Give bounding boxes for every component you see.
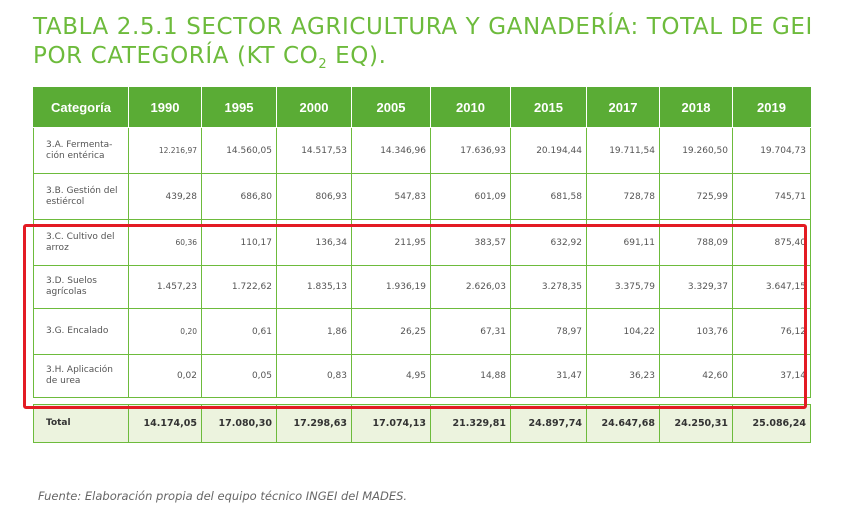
- table-cell: 547,83: [351, 173, 431, 220]
- data-table-container: Categoría 1990 1995 2000 2005 2010 2015 …: [33, 87, 811, 443]
- table-cell: 1.457,23: [128, 265, 202, 309]
- table-cell: 439,28: [128, 173, 202, 220]
- table-cell: 686,80: [201, 173, 277, 220]
- table-title: TABLA 2.5.1 SECTOR AGRICULTURA Y GANADER…: [33, 13, 833, 79]
- table-title-suffix: EQ).: [327, 43, 387, 69]
- header-row: Categoría 1990 1995 2000 2005 2010 2015 …: [33, 87, 811, 128]
- total-cell: 24.250,31: [659, 404, 733, 443]
- table-cell: 0,83: [276, 354, 352, 398]
- table-cell: 12.216,97: [128, 127, 202, 174]
- table-cell: 19.704,73: [732, 127, 811, 174]
- total-cell: 24.897,74: [510, 404, 587, 443]
- table-cell: 76,12: [732, 308, 811, 355]
- table-cell: 0,05: [201, 354, 277, 398]
- source-note: Fuente: Elaboración propia del equipo té…: [38, 489, 408, 503]
- header-cell: 1995: [201, 87, 277, 128]
- table-row: 3.D. Suelos agrícolas 1.457,23 1.722,62 …: [33, 265, 811, 309]
- total-row: Total 14.174,05 17.080,30 17.298,63 17.0…: [33, 404, 811, 443]
- table-cell: 14.560,05: [201, 127, 277, 174]
- table-cell: 31,47: [510, 354, 587, 398]
- total-cell: 24.647,68: [586, 404, 660, 443]
- header-cell: 2018: [659, 87, 733, 128]
- table-cell: 806,93: [276, 173, 352, 220]
- table-cell: 17.636,93: [430, 127, 511, 174]
- table-row: 3.G. Encalado 0,20 0,61 1,86 26,25 67,31…: [33, 308, 811, 355]
- total-cell: 17.298,63: [276, 404, 352, 443]
- total-cell: 17.074,13: [351, 404, 431, 443]
- table-row: 3.H. Aplicación de urea 0,02 0,05 0,83 4…: [33, 354, 811, 398]
- header-cell: 2000: [276, 87, 352, 128]
- table-cell: 20.194,44: [510, 127, 587, 174]
- table-cell: 4,95: [351, 354, 431, 398]
- total-cell: 14.174,05: [128, 404, 202, 443]
- row-label: 3.D. Suelos agrícolas: [33, 265, 129, 309]
- row-label: 3.B. Gestión del estiércol: [33, 173, 129, 220]
- table-cell: 0,20: [128, 308, 202, 355]
- total-label: Total: [33, 404, 129, 443]
- table-cell: 728,78: [586, 173, 660, 220]
- table-cell: 14.517,53: [276, 127, 352, 174]
- table-title-subscript: 2: [318, 57, 328, 72]
- table-cell: 0,61: [201, 308, 277, 355]
- table-cell: 2.626,03: [430, 265, 511, 309]
- table-title-main: TABLA 2.5.1 SECTOR AGRICULTURA Y GANADER…: [33, 14, 813, 69]
- header-cell: 2015: [510, 87, 587, 128]
- emissions-table: Categoría 1990 1995 2000 2005 2010 2015 …: [33, 87, 811, 443]
- table-row: 3.A. Fermenta-ción entérica 12.216,97 14…: [33, 127, 811, 174]
- table-cell: 725,99: [659, 173, 733, 220]
- header-cell: 2010: [430, 87, 511, 128]
- table-cell: 19.260,50: [659, 127, 733, 174]
- total-cell: 21.329,81: [430, 404, 511, 443]
- table-cell: 601,09: [430, 173, 511, 220]
- table-cell: 1.722,62: [201, 265, 277, 309]
- header-cell: 2017: [586, 87, 660, 128]
- table-cell: 681,58: [510, 173, 587, 220]
- table-cell: 3.329,37: [659, 265, 733, 309]
- header-cell: 2019: [732, 87, 811, 128]
- header-cell: 1990: [128, 87, 202, 128]
- total-cell: 25.086,24: [732, 404, 811, 443]
- table-row: 3.B. Gestión del estiércol 439,28 686,80…: [33, 173, 811, 220]
- table-cell: 745,71: [732, 173, 811, 220]
- table-cell: 19.711,54: [586, 127, 660, 174]
- table-cell: 3.647,15: [732, 265, 811, 309]
- header-cell: Categoría: [33, 87, 129, 128]
- table-cell: 3.375,79: [586, 265, 660, 309]
- row-label: 3.A. Fermenta-ción entérica: [33, 127, 129, 174]
- table-cell: 1.936,19: [351, 265, 431, 309]
- table-cell: 14.346,96: [351, 127, 431, 174]
- red-highlight-box: [23, 224, 807, 409]
- table-cell: 42,60: [659, 354, 733, 398]
- row-label: 3.G. Encalado: [33, 308, 129, 355]
- table-cell: 1,86: [276, 308, 352, 355]
- total-cell: 17.080,30: [201, 404, 277, 443]
- header-cell: 2005: [351, 87, 431, 128]
